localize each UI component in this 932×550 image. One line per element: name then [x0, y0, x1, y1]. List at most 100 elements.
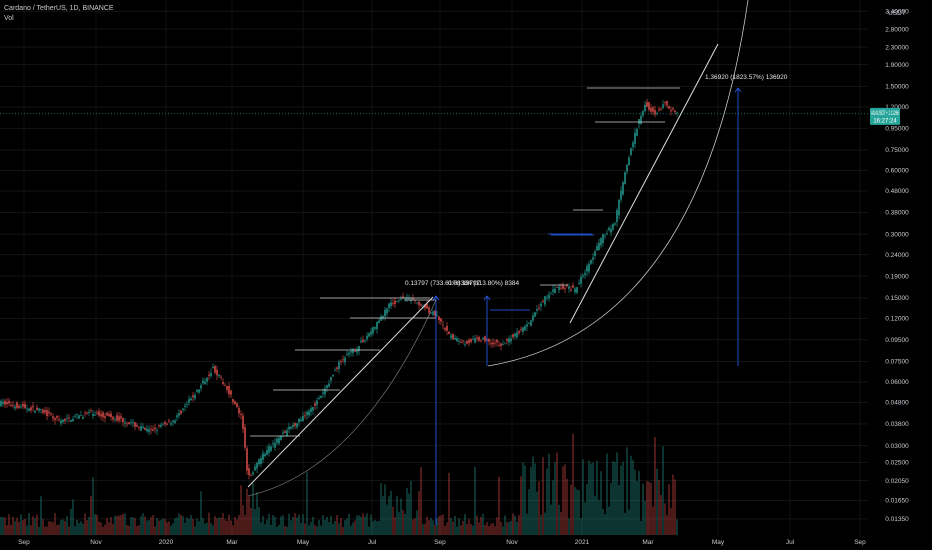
volume-bar	[280, 516, 282, 535]
volume-bar	[664, 503, 666, 535]
candle-body	[178, 413, 180, 416]
volume-bar	[206, 522, 208, 535]
volume-bar	[486, 522, 488, 535]
volume-bar	[462, 521, 464, 535]
candle-body	[110, 413, 112, 417]
candle-body	[50, 413, 52, 415]
volume-bar	[366, 513, 368, 535]
volume-bar	[490, 523, 492, 535]
volume-bar	[458, 518, 460, 535]
candle-body	[60, 420, 62, 424]
candle-body	[234, 401, 236, 404]
candle-body	[636, 128, 638, 136]
candle-body	[136, 424, 138, 427]
candle-body	[402, 296, 404, 299]
volume-bar	[648, 481, 650, 535]
candle-body	[292, 424, 294, 428]
volume-bar	[476, 515, 478, 535]
candle-body	[194, 394, 196, 399]
volume-bar	[676, 519, 678, 535]
volume-bar	[390, 490, 392, 535]
candle-body	[572, 285, 574, 288]
price-label: 0.75000	[885, 147, 909, 154]
price-label: 0.02500	[885, 460, 909, 467]
volume-bar	[368, 526, 370, 535]
volume-bar	[318, 519, 320, 535]
symbol-title[interactable]: Cardano / TetherUS, 1D, BINANCE	[4, 5, 114, 12]
candle-body	[424, 304, 426, 309]
candle-body	[428, 307, 430, 313]
volume-bar	[132, 517, 134, 535]
candle-body	[644, 104, 646, 112]
candle-body	[462, 340, 464, 342]
candle-body	[0, 400, 2, 407]
candle-body	[432, 311, 434, 315]
volume-bar	[358, 515, 360, 535]
volume-bar	[110, 517, 112, 535]
candle-body	[26, 408, 28, 410]
candle-body	[580, 276, 582, 284]
volume-bar	[208, 512, 210, 535]
time-axis[interactable]: Sep Nov 2020 Mar May Jul Sep Nov 2021 Mar May Jul Se…	[18, 539, 866, 546]
volume-bar	[190, 514, 192, 535]
candle-body	[524, 326, 526, 331]
volume-bar	[634, 469, 636, 535]
price-axis[interactable]: 3.40000 2.80000 2.30000 1.90000 1.50000 1.200…	[870, 8, 909, 523]
volume-bar	[546, 468, 548, 535]
candle-body	[646, 102, 648, 107]
candle-body	[558, 286, 560, 290]
candle-body	[530, 320, 532, 326]
price-label: 0.15000	[885, 295, 909, 302]
price-tag-box	[870, 107, 900, 125]
volume-bar	[236, 519, 238, 535]
volume-bar	[442, 514, 444, 535]
volume-bar	[350, 525, 352, 535]
volume-bar	[592, 462, 594, 535]
volume-bar	[466, 524, 468, 535]
candle-body	[338, 361, 340, 370]
volume-bar	[402, 509, 404, 535]
candle-body	[170, 423, 172, 425]
time-label: Mar	[226, 539, 238, 546]
volume-bar	[340, 518, 342, 535]
volume-bar	[642, 483, 644, 535]
volume-bar	[602, 508, 604, 535]
candle-body	[212, 366, 214, 369]
volume-bar	[28, 513, 30, 535]
price-label: 0.19000	[885, 273, 909, 280]
volume-bar	[612, 461, 614, 535]
candle-body	[638, 119, 640, 125]
candle-body	[328, 383, 330, 387]
volume-bar	[66, 516, 68, 535]
candle-body	[242, 415, 244, 429]
volume-bar	[332, 523, 334, 535]
volume-bar	[600, 471, 602, 535]
candle-body	[270, 446, 272, 451]
candle-body	[538, 308, 540, 310]
candle-body	[340, 361, 342, 362]
volume-bar	[382, 496, 384, 535]
trendline-2021	[569, 43, 719, 324]
candle-body	[472, 339, 474, 341]
volume-bar	[40, 496, 42, 535]
volume-bar	[212, 525, 214, 535]
volume-bar	[266, 519, 268, 535]
candle-body	[672, 108, 674, 110]
volume-bar	[516, 521, 518, 535]
candle-body	[512, 334, 514, 337]
candle-body	[106, 412, 108, 416]
parabola-curve-1	[247, 299, 437, 497]
volume-bar	[552, 480, 554, 535]
volume-bar	[58, 524, 60, 535]
volume-bar	[182, 516, 184, 535]
volume-bar	[496, 517, 498, 535]
volume-bar	[196, 518, 198, 535]
volume-bar	[244, 515, 246, 535]
volume-bar	[30, 525, 32, 535]
volume-bar	[488, 525, 490, 535]
volume-legend[interactable]: Vol	[4, 15, 14, 22]
candle-body	[214, 365, 216, 373]
candle-body	[660, 108, 662, 110]
candle-body	[516, 332, 518, 338]
